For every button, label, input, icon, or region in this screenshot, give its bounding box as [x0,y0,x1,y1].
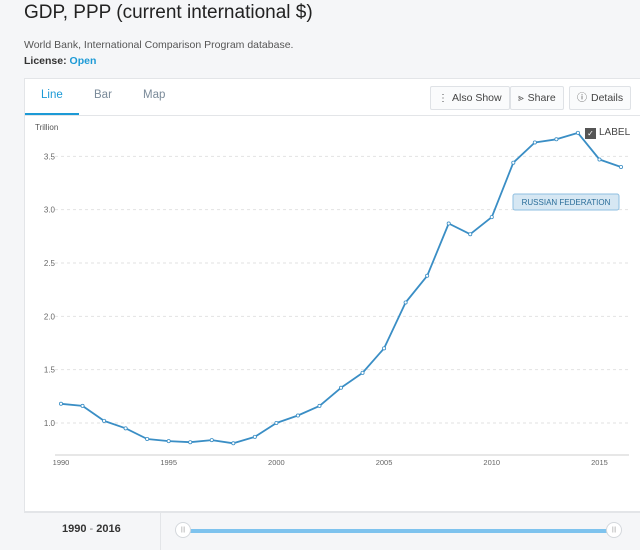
x-tick-label: 2015 [591,458,608,467]
data-point [274,420,279,425]
source-note: World Bank, International Comparison Pro… [24,39,294,51]
chart-tabs: Line Bar Map ⋮ Also Show ⪢ Share ⓘ Details [25,79,640,116]
y-tick-label: 1.0 [44,419,56,428]
vertical-dots-icon: ⋮ [438,93,448,104]
data-point [145,436,150,441]
data-point [80,403,85,408]
y-tick-label: 2.0 [44,312,56,321]
y-tick-label: 3.5 [44,152,56,161]
chart-panel: Line Bar Map ⋮ Also Show ⪢ Share ⓘ Details … [24,78,640,512]
data-point [511,160,516,165]
active-tab-indicator [25,113,79,115]
data-point [575,130,580,135]
data-point [489,215,494,220]
y-tick-label: 3.0 [44,206,56,215]
series-label-box [512,193,620,211]
range-start: 1990 [62,523,87,535]
data-point [468,232,473,237]
license-link[interactable]: Open [69,55,97,67]
details-label: Details [591,92,624,104]
license-label: License: [24,55,67,67]
label-toggle-text: LABEL [599,127,631,138]
also-show-label: Also Show [452,92,502,104]
details-button[interactable]: ⓘ Details [569,86,632,110]
data-point [619,165,624,170]
range-footer: 1990 - 2016 ||| ||| [24,512,640,550]
share-icon: ⪢ [518,93,524,104]
data-point [295,413,300,418]
slider-handle-end[interactable]: ||| [606,522,622,538]
data-point [338,385,343,390]
page-title: GDP, PPP (current international $) [24,2,313,23]
license-line: License: Open [24,55,96,67]
x-tick-label: 1990 [53,458,70,467]
data-point [188,440,193,445]
series-line-russian-federation [60,132,622,445]
data-point [554,137,559,142]
line-chart: Trillion 1.0 1.5 2.0 2.5 3.0 3.5 1990 1995 2000 20… [35,123,629,467]
data-point [382,346,387,351]
data-point [597,157,602,162]
x-tick-label: 1995 [160,458,177,467]
range-end: 2016 [96,523,121,535]
data-point [166,439,171,444]
share-label: Share [527,92,556,104]
tab-map[interactable]: Map [143,89,166,101]
also-show-button[interactable]: ⋮ Also Show [430,86,510,110]
data-point [209,438,214,443]
info-icon: ⓘ [577,93,587,104]
data-point [231,441,236,446]
data-point [123,426,128,431]
tab-line[interactable]: Line [41,89,63,101]
data-point [403,300,408,305]
x-tick-label: 2010 [483,458,500,467]
data-point [446,221,451,226]
footer-divider [160,513,161,550]
x-tick-label: 2000 [268,458,285,467]
year-range-slider[interactable] [182,529,614,533]
data-point [102,418,107,423]
checkbox-checked-icon[interactable]: ✓ [585,128,596,139]
range-separator: - [89,523,94,535]
label-toggle[interactable]: ✓ LABEL [585,127,630,139]
y-tick-label: 1.5 [44,366,56,375]
data-point [59,401,64,406]
y-tick-label: 2.5 [44,259,56,268]
y-axis-unit-label: Trillion [35,123,58,132]
share-button[interactable]: ⪢ Share [510,86,564,110]
x-tick-label: 2005 [376,458,393,467]
year-range: 1990 - 2016 [62,523,121,535]
data-point [425,273,430,278]
data-point [317,403,322,408]
data-point [252,434,257,439]
slider-handle-start[interactable]: ||| [175,522,191,538]
data-point [360,370,365,375]
series-label-text: RUSSIAN FEDERATION [522,198,611,207]
tab-bar[interactable]: Bar [94,89,112,101]
data-point [532,140,537,145]
